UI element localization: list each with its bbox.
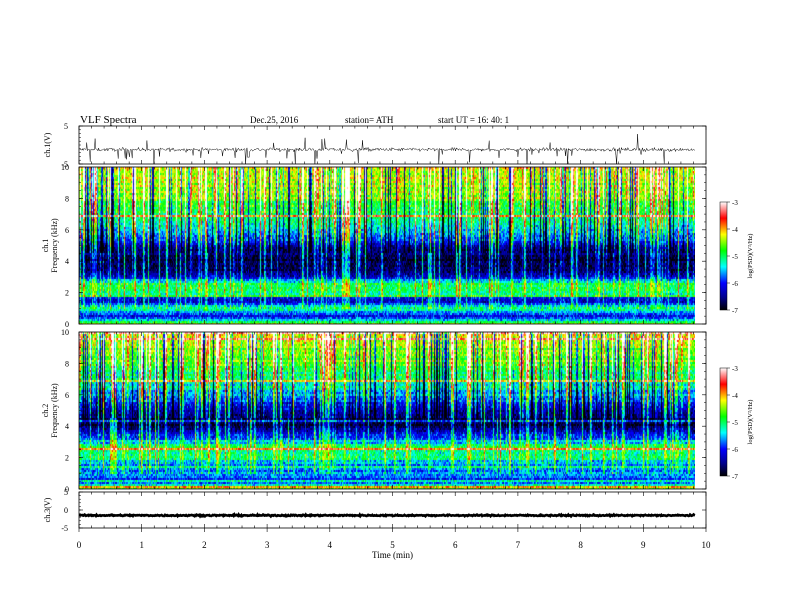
colorbar-tick-label: -7 — [732, 473, 738, 481]
colorbar-tick-label: -7 — [732, 307, 738, 315]
ch1-spectrogram-channel-label: ch.1 — [41, 239, 50, 253]
time-axis-tick-label: 10 — [702, 540, 712, 550]
time-axis-tick-label: 1 — [139, 540, 144, 550]
colorbar-tick-label: -4 — [732, 226, 738, 234]
ch2-colorbar: -3 -4 -5 -6 -7 log(PSD)(V²/Hz) — [719, 365, 754, 481]
time-axis-tick-label: 4 — [328, 540, 333, 550]
ch2-spectrogram-ytick-label: 8 — [65, 359, 69, 368]
ch1-waveform-ylabel: ch.1(V) — [43, 132, 52, 157]
ch3-waveform-ytick-label: -5 — [61, 524, 68, 533]
ch1-spectrogram-ytick-label: 0 — [65, 320, 69, 329]
ch3-waveform-ytick-label: 5 — [64, 488, 68, 497]
ch1-spectrogram-ytick-label: 10 — [61, 163, 69, 172]
ch2-spectrogram-ytick-label: 2 — [65, 454, 69, 463]
ch2-spectrogram-channel-label: ch.2 — [41, 404, 50, 418]
ch2-spectrogram-ytick-label: 0 — [65, 485, 69, 494]
ch1-waveform-panel: 5 -5 ch.1(V) — [43, 122, 707, 169]
colorbar-tick-label: -3 — [732, 365, 738, 373]
ch2-spectrogram-ytick-label: 4 — [65, 422, 69, 431]
ch1-spectrogram-ytick-label: 4 — [65, 257, 69, 266]
time-axis: 0 1 2 3 4 5 6 7 8 9 10 Time (min) — [77, 528, 711, 560]
ch2-spectrogram-panel: 0 2 4 6 8 10 ch.2 Frequency (kHz) — [41, 328, 707, 494]
colorbar-label: log(PSD)(V²/Hz) — [747, 400, 754, 445]
ch1-spectrogram-ytick-label: 6 — [65, 226, 69, 235]
colorbar-scale — [719, 201, 728, 311]
time-axis-tick-label: 6 — [453, 540, 458, 550]
time-axis-tick-label: 2 — [202, 540, 207, 550]
ch3-waveform-ytick-label: 0 — [64, 506, 68, 515]
ch3-waveform-panel: 50-5ch.3(V) — [43, 488, 707, 533]
ch3-waveform-frame — [78, 491, 707, 529]
ch3-waveform-ylabel: ch.3(V) — [43, 497, 52, 522]
ch2-spectrogram-ytick-label: 10 — [61, 328, 69, 337]
time-axis-tick-label: 7 — [516, 540, 521, 550]
ch2-spectrogram-image — [79, 332, 695, 489]
ch1-waveform-frame — [78, 125, 707, 165]
colorbar-tick-label: -3 — [732, 199, 738, 207]
time-axis-tick-label: 0 — [77, 540, 82, 550]
colorbar-label: log(PSD)(V²/Hz) — [747, 234, 754, 279]
ch2-spectrogram-ylabel: Frequency (kHz) — [50, 383, 59, 438]
ch1-waveform-ytick-label: 5 — [64, 122, 68, 131]
ch3-waveform-trace — [79, 512, 696, 519]
time-axis-tick-label: 8 — [578, 540, 583, 550]
ch1-colorbar: -3 -4 -5 -6 -7 log(PSD)(V²/Hz) — [719, 199, 754, 315]
ch1-spectrogram-panel: 0 2 4 6 8 10 ch.1 Frequency (kHz) — [41, 163, 707, 329]
figure-title: VLF Spectra — [80, 114, 137, 126]
station-label: station= ATH — [345, 115, 394, 125]
time-axis-tick-label: 9 — [641, 540, 646, 550]
time-axis-tick-label: 5 — [390, 540, 395, 550]
colorbar-scale — [719, 367, 728, 477]
ch1-waveform-ytick-label: -5 — [61, 160, 68, 169]
ch1-spectrogram-image — [79, 167, 695, 324]
ch1-waveform-trace — [79, 134, 696, 164]
ch1-spectrogram-ylabel: Frequency (kHz) — [50, 218, 59, 273]
date-label: Dec.25, 2016 — [250, 115, 299, 125]
colorbar-tick-label: -4 — [732, 392, 738, 400]
colorbar-tick-label: -5 — [732, 253, 738, 261]
colorbar-tick-label: -6 — [732, 446, 738, 454]
colorbar-tick-label: -5 — [732, 419, 738, 427]
ch1-spectrogram-ytick-label: 2 — [65, 289, 69, 298]
ch1-spectrogram-ytick-label: 8 — [65, 194, 69, 203]
time-axis-label: Time (min) — [372, 550, 413, 560]
start-time-label: start UT = 16: 40: 1 — [438, 115, 509, 125]
ch2-spectrogram-ytick-label: 6 — [65, 391, 69, 400]
time-axis-tick-label: 3 — [265, 540, 270, 550]
colorbar-tick-label: -6 — [732, 280, 738, 288]
